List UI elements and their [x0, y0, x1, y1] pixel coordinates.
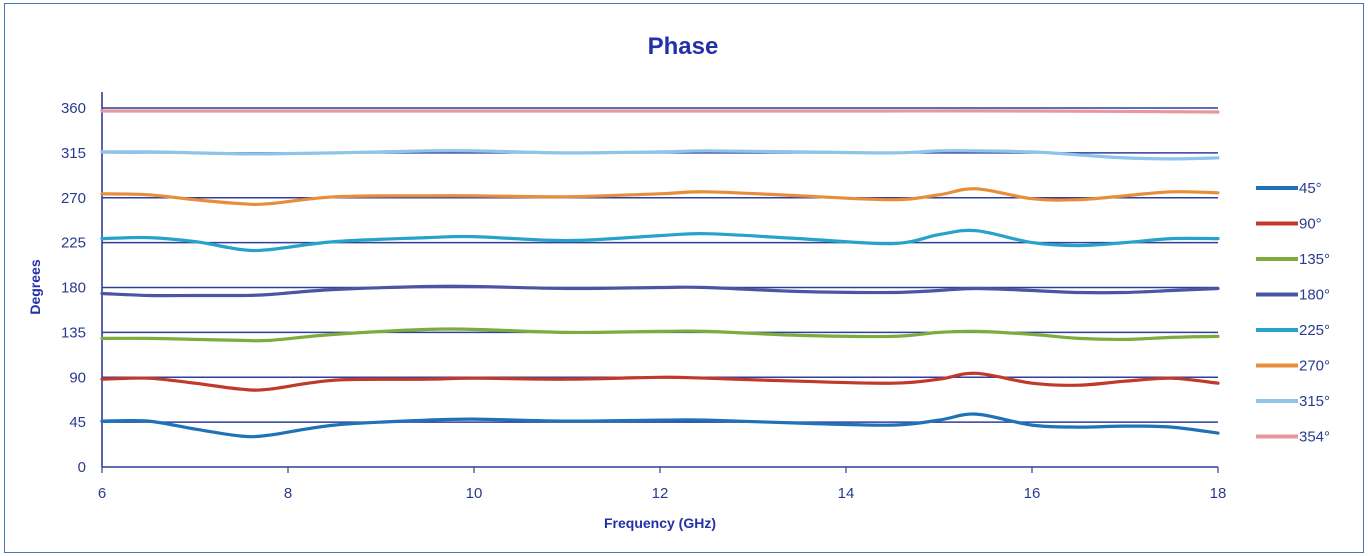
series-line-6	[100, 187, 1220, 207]
series-line-4	[100, 284, 1220, 298]
series-line-1	[100, 412, 1220, 439]
y-tick-label: 270	[61, 190, 86, 207]
y-tick-label: 90	[69, 369, 86, 386]
y-tick-label: 45	[69, 414, 86, 431]
y-tick-label: 225	[61, 235, 86, 252]
y-tick-label: 315	[61, 145, 86, 162]
y-tick-label: 180	[61, 280, 86, 297]
x-tick-label: 16	[1024, 485, 1041, 502]
x-tick-label: 14	[838, 485, 855, 502]
legend-label: 270°	[1299, 358, 1330, 375]
x-tick-label: 12	[652, 485, 669, 502]
x-tick-label: 6	[98, 485, 106, 502]
x-tick-label: 18	[1210, 485, 1227, 502]
y-tick-label: 360	[61, 100, 86, 117]
series-line-7	[100, 149, 1220, 161]
legend-label: 225°	[1299, 322, 1330, 339]
x-axis-title: Frequency (GHz)	[604, 515, 716, 531]
legend-label: 135°	[1299, 251, 1330, 268]
series-line-8	[100, 109, 1220, 114]
series-line-5	[100, 228, 1220, 253]
y-axis-title: Degrees	[27, 259, 43, 314]
x-tick-label: 8	[284, 485, 292, 502]
series-line-2	[100, 371, 1220, 392]
legend-label: 90°	[1299, 216, 1322, 233]
chart-frame	[4, 3, 1364, 553]
legend-label: 180°	[1299, 287, 1330, 304]
legend-label: 45°	[1299, 180, 1322, 197]
chart-title: Phase	[648, 33, 719, 60]
y-tick-label: 0	[78, 459, 86, 476]
y-tick-label: 135	[61, 324, 86, 341]
legend-label: 354°	[1299, 429, 1330, 446]
series-line-3	[100, 327, 1220, 343]
x-tick-label: 10	[466, 485, 483, 502]
legend-label: 315°	[1299, 393, 1330, 410]
